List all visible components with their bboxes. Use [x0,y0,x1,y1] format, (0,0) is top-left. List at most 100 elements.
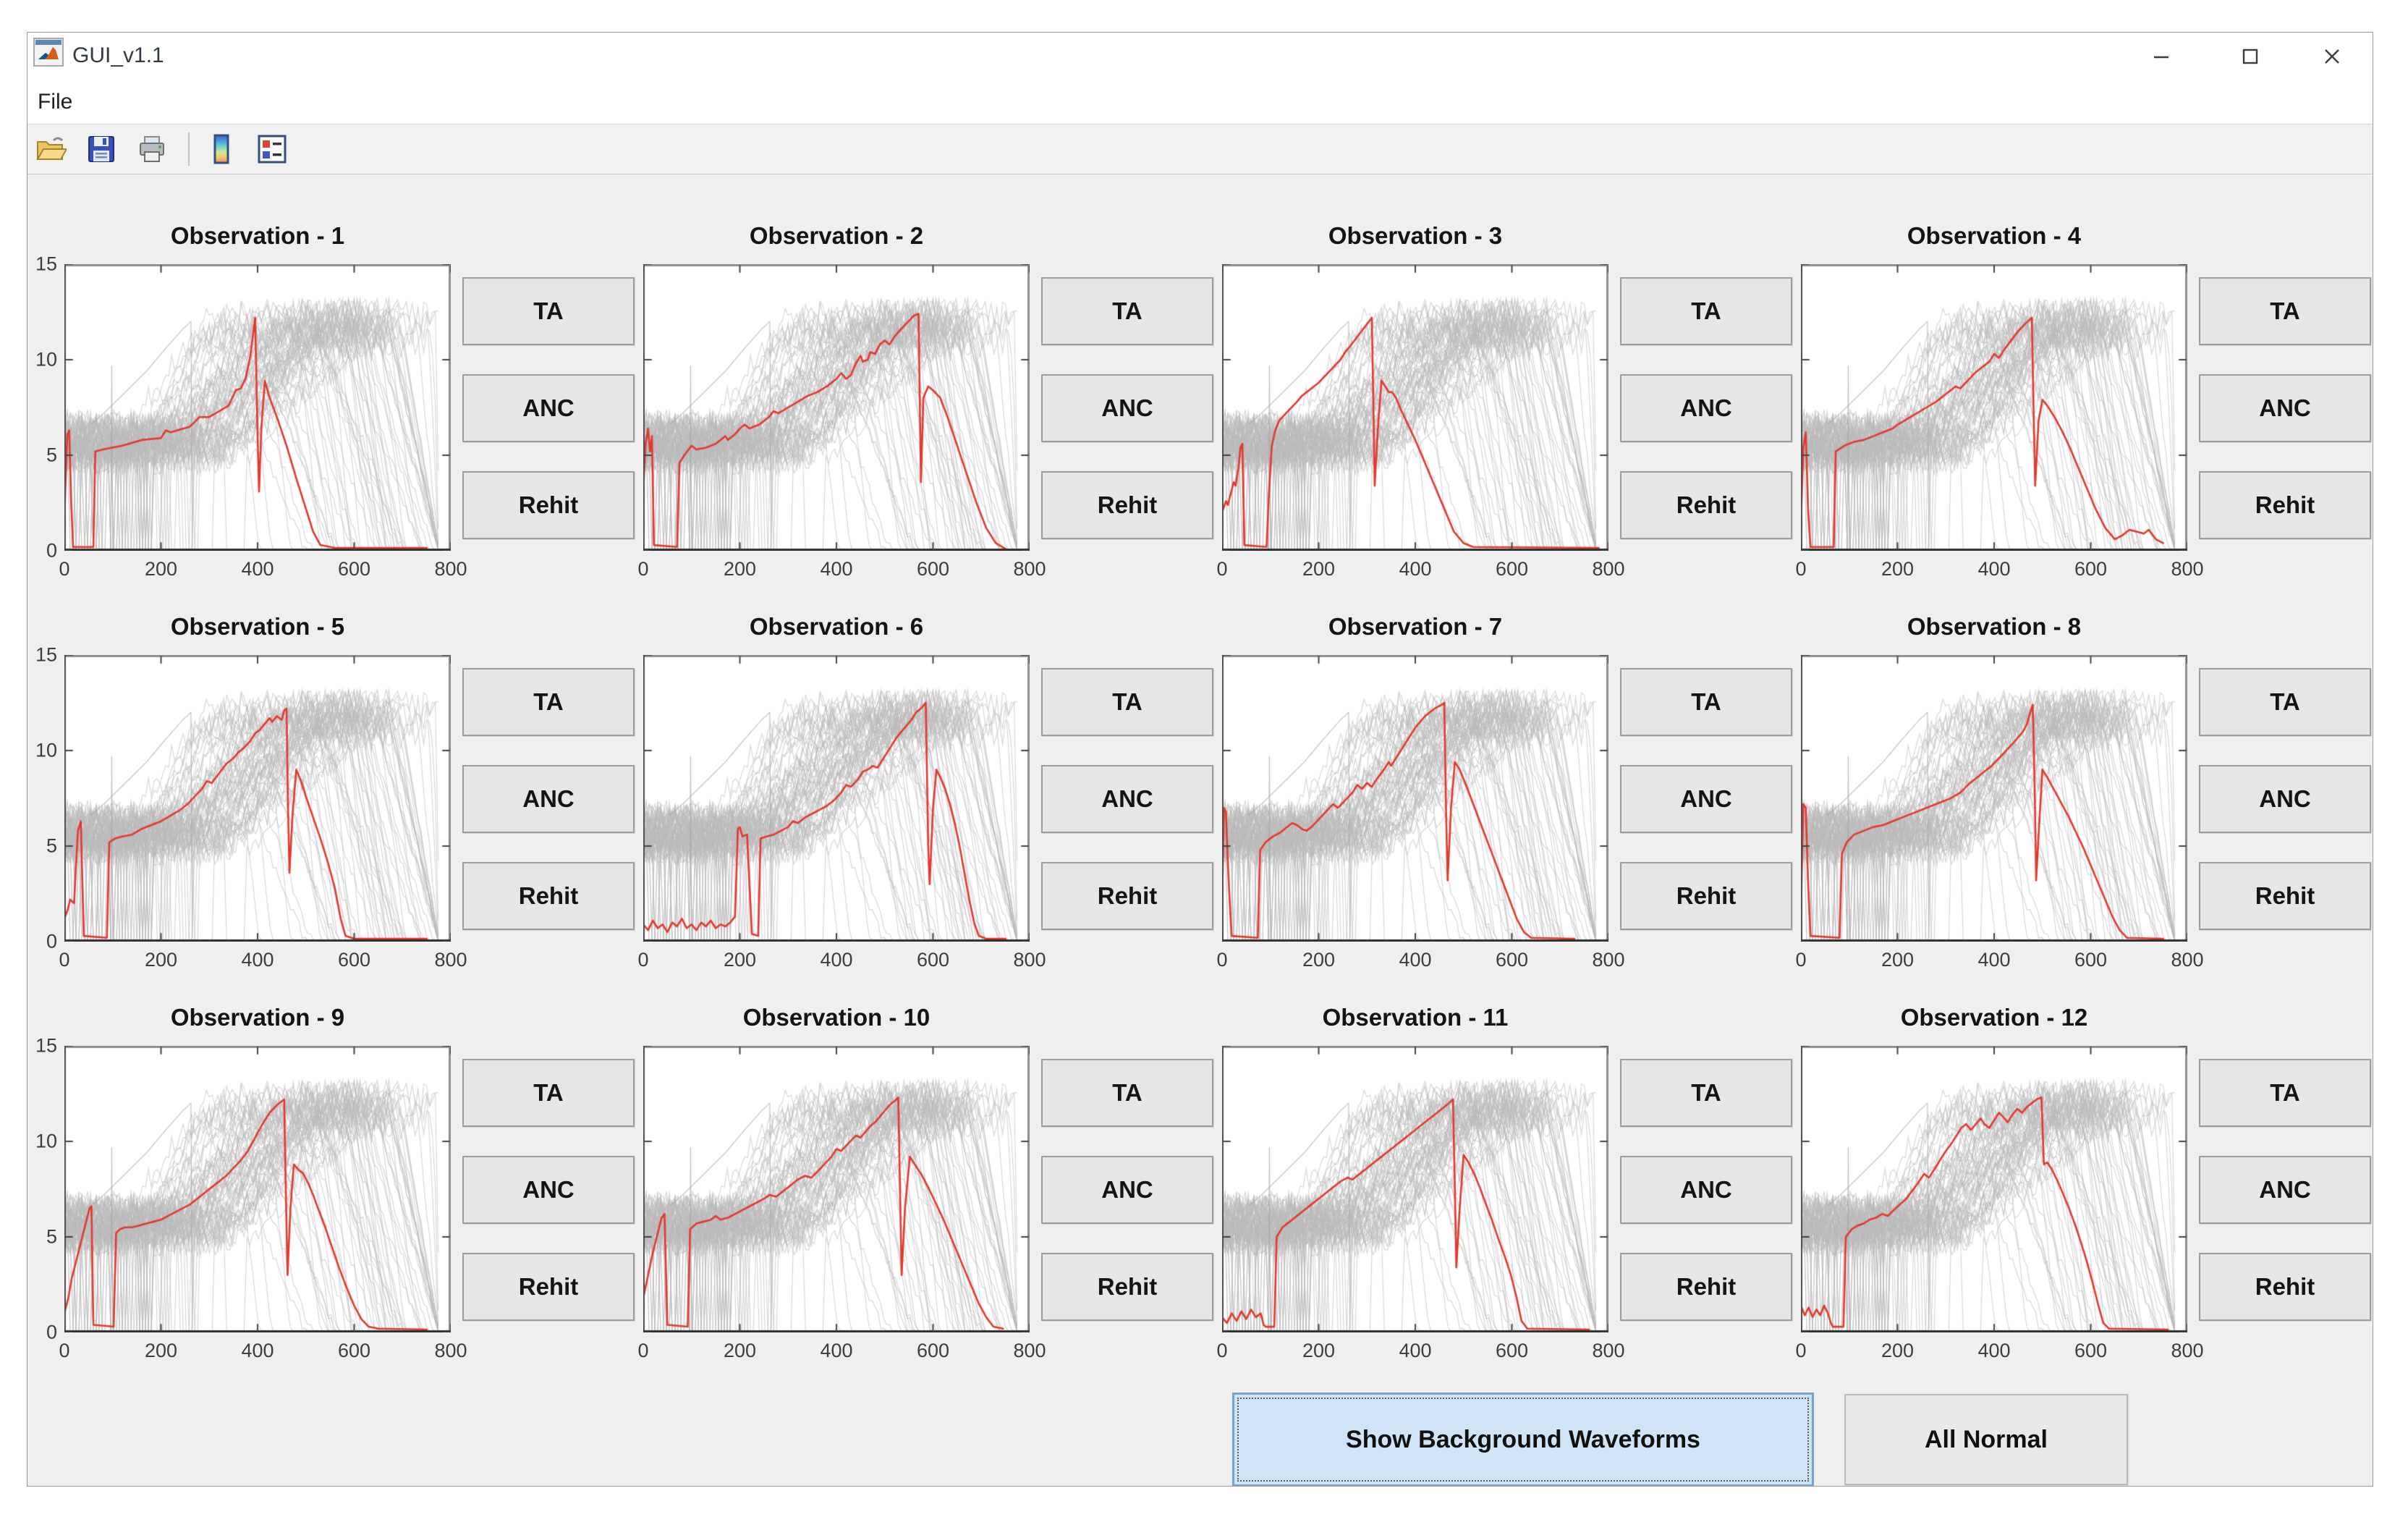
x-tick-label: 600 [1495,949,1529,971]
minimize-icon [2154,56,2169,59]
rehit-button[interactable]: Rehit [2199,1253,2371,1321]
ta-button[interactable]: TA [462,668,635,736]
maximize-icon [2242,48,2258,64]
observation-cell: Observation - 4 0 200 400 600 800 TA ANC Rehit [1795,222,2373,599]
toolbar [27,124,2373,174]
x-tick-label: 600 [337,1340,371,1361]
plot-axes [1222,264,1608,551]
x-tick-label: 600 [2074,949,2108,971]
ta-button[interactable]: TA [1041,277,1213,345]
rehit-button[interactable]: Rehit [462,862,635,930]
observation-cell: Observation - 1 15 10 5 0 0 200 400 600 800 TA ANC R… [35,222,637,599]
observation-cell: Observation - 12 0 200 400 600 800 TA ANC Rehit [1795,1004,2373,1380]
x-tick-label: 600 [2074,558,2108,580]
plot-axes [1222,1046,1608,1332]
ta-button[interactable]: TA [462,1059,635,1127]
ta-button[interactable]: TA [1620,668,1792,736]
x-tick-label: 0 [1795,1340,1807,1361]
x-tick-label: 600 [337,949,371,971]
close-button[interactable] [2299,33,2365,80]
legend-icon [258,135,287,164]
observation-cell: Observation - 2 0 200 400 600 800 TA ANC Rehit [637,222,1216,599]
ta-button[interactable]: TA [1620,277,1792,345]
colorbar-icon [213,134,229,164]
observation-cell: Observation - 7 0 200 400 600 800 TA ANC Rehit [1216,613,1795,989]
rehit-button[interactable]: Rehit [1620,471,1792,539]
ta-button[interactable]: TA [1041,668,1213,736]
y-tick-label: 10 [35,739,57,761]
y-tick-label: 10 [35,1130,57,1152]
figure-canvas: Observation - 1 15 10 5 0 0 200 400 600 800 TA ANC R… [27,174,2373,1486]
plot-title: Observation - 8 [1907,613,2082,640]
insert-legend-button[interactable] [255,132,289,166]
ta-button[interactable]: TA [2199,668,2371,736]
anc-button[interactable]: ANC [1041,1156,1213,1224]
y-tick-label: 5 [46,1225,57,1248]
anc-button[interactable]: ANC [2199,765,2371,833]
x-tick-label: 600 [916,1340,950,1361]
anc-button[interactable]: ANC [462,765,635,833]
plot-title: Observation - 9 [170,1004,345,1031]
save-button[interactable] [84,132,119,166]
rehit-button[interactable]: Rehit [1041,862,1213,930]
plot-button-column: TA ANC Rehit [2199,264,2371,551]
waveform-plot [1801,655,2187,942]
ta-button[interactable]: TA [2199,277,2371,345]
ta-button[interactable]: TA [2199,1059,2371,1127]
observation-cell: Observation - 5 15 10 5 0 0 200 400 600 800 TA ANC R… [35,613,637,989]
x-tick-label: 800 [2171,1340,2204,1361]
anc-button[interactable]: ANC [1041,374,1213,442]
rehit-button[interactable]: Rehit [462,471,635,539]
rehit-button[interactable]: Rehit [1041,1253,1213,1321]
rehit-button[interactable]: Rehit [2199,862,2371,930]
rehit-button[interactable]: Rehit [1620,862,1792,930]
plot-axes [1801,264,2187,551]
rehit-button[interactable]: Rehit [1041,471,1213,539]
menu-item-file[interactable]: File [38,90,73,114]
menu-bar: File [27,82,2373,124]
x-tick-label: 0 [1795,558,1807,580]
plot-title: Observation - 3 [1328,222,1503,249]
plot-axes [1801,1046,2187,1332]
anc-button[interactable]: ANC [2199,1156,2371,1224]
open-file-button[interactable] [33,132,68,166]
x-tick-label: 0 [59,949,70,971]
anc-button[interactable]: ANC [1041,765,1213,833]
x-tick-label: 600 [2074,1340,2108,1361]
all-normal-button[interactable]: All Normal [1844,1394,2128,1485]
show-background-waveforms-button[interactable]: Show Background Waveforms [1232,1393,1814,1486]
ta-button[interactable]: TA [1620,1059,1792,1127]
anc-button[interactable]: ANC [462,374,635,442]
x-tick-label: 200 [1302,558,1336,580]
observation-cell: Observation - 3 0 200 400 600 800 TA ANC Rehit [1216,222,1795,599]
anc-button[interactable]: ANC [2199,374,2371,442]
window-title: GUI_v1.1 [72,43,164,67]
x-tick-label: 0 [59,1340,70,1361]
waveform-plot [643,264,1030,551]
anc-button[interactable]: ANC [462,1156,635,1224]
maximize-button[interactable] [2217,33,2284,80]
plot-axes: 15 10 5 0 [35,1035,451,1343]
waveform-plot [64,655,451,942]
ta-button[interactable]: TA [1041,1059,1213,1127]
matlab-app-icon [33,38,64,67]
rehit-button[interactable]: Rehit [462,1253,635,1321]
print-button[interactable] [135,132,169,166]
waveform-plot [643,655,1030,942]
plot-axes: 15 10 5 0 [35,644,451,952]
waveform-plot [1801,1046,2187,1332]
plot-button-column: TA ANC Rehit [1041,655,1213,942]
x-tick-label: 200 [1881,1340,1915,1361]
x-tick-label: 600 [337,558,371,580]
rehit-button[interactable]: Rehit [2199,471,2371,539]
anc-button[interactable]: ANC [1620,765,1792,833]
anc-button[interactable]: ANC [1620,374,1792,442]
plot-title: Observation - 12 [1900,1004,2088,1031]
ta-button[interactable]: TA [462,277,635,345]
insert-colorbar-button[interactable] [204,132,239,166]
x-tick-label: 200 [1881,949,1915,971]
minimize-button[interactable] [2128,33,2195,80]
x-tick-label: 200 [1302,949,1336,971]
anc-button[interactable]: ANC [1620,1156,1792,1224]
rehit-button[interactable]: Rehit [1620,1253,1792,1321]
